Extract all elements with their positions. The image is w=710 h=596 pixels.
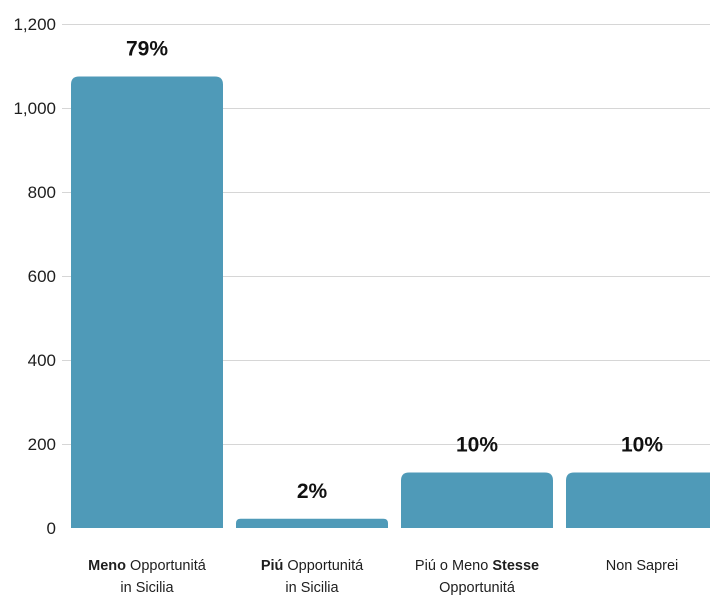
x-tick-label: Piú Opportunitá [261, 558, 364, 574]
data-label: 10% [621, 434, 663, 457]
bar [236, 518, 388, 528]
y-tick-label: 600 [28, 267, 56, 286]
x-tick-label: in Sicilia [285, 580, 339, 596]
data-label: 2% [297, 480, 328, 503]
y-tick-label: 400 [28, 351, 56, 370]
x-tick-label: Piú o Meno Stesse [415, 558, 539, 574]
y-tick-label: 200 [28, 435, 56, 454]
bar [71, 76, 223, 528]
data-label: 79% [126, 38, 168, 61]
x-tick-label: in Sicilia [120, 580, 174, 596]
data-label: 10% [456, 434, 498, 457]
x-tick-label: Non Saprei [606, 558, 679, 574]
y-tick-label: 800 [28, 183, 56, 202]
y-tick-label: 0 [47, 519, 56, 538]
y-tick-label: 1,000 [13, 99, 56, 118]
bar [566, 472, 710, 528]
y-tick-label: 1,200 [13, 15, 56, 34]
data-labels: 79% 2% 10% 10% [126, 38, 663, 503]
x-tick-label: Opportunitá [439, 580, 516, 596]
x-tick-label: Meno Opportunitá [88, 558, 207, 574]
bars [71, 76, 710, 528]
x-axis-labels: Meno Opportunitá in Sicilia Piú Opportunit… [88, 558, 678, 596]
bar [401, 472, 553, 528]
y-axis-ticks: 0 200 400 600 800 1,000 1,200 [13, 15, 56, 538]
